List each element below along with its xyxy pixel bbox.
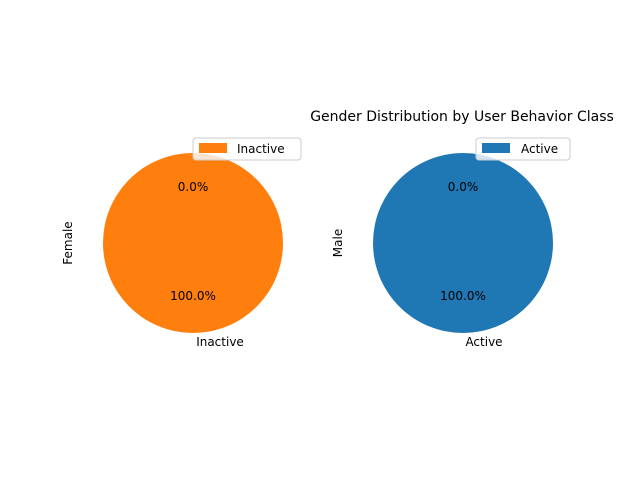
pie-chart-female: Female 0.0% 100.0% Inactive Inactive bbox=[61, 137, 302, 349]
pie-slice-female-inactive bbox=[103, 153, 283, 333]
pie-ylabel-female: Female bbox=[61, 221, 75, 264]
pie-chart-male: Male 100.0% 0.0% Active Active bbox=[331, 137, 571, 349]
legend-label-male-active: Active bbox=[521, 142, 558, 156]
pct-label-female-inactive: 100.0% bbox=[170, 289, 216, 303]
pie-slices-male bbox=[373, 153, 553, 333]
pct-label-female-active: 0.0% bbox=[178, 180, 209, 194]
legend-male: Active bbox=[475, 137, 571, 161]
legend-label-female-inactive: Inactive bbox=[237, 142, 285, 156]
pct-label-male-inactive: 0.0% bbox=[448, 180, 479, 194]
legend-swatch-female-inactive bbox=[199, 143, 227, 153]
slice-label-male-active: Active bbox=[465, 335, 502, 349]
legend-swatch-male-active bbox=[482, 143, 510, 153]
pct-label-male-active: 100.0% bbox=[440, 289, 486, 303]
pie-slices-female bbox=[103, 153, 283, 333]
slice-label-female-inactive: Inactive bbox=[196, 335, 244, 349]
pie-slice-male-active bbox=[373, 153, 553, 333]
figure-title: Gender Distribution by User Behavior Cla… bbox=[310, 109, 614, 125]
pie-ylabel-male: Male bbox=[331, 229, 345, 257]
legend-female: Inactive bbox=[192, 137, 302, 161]
